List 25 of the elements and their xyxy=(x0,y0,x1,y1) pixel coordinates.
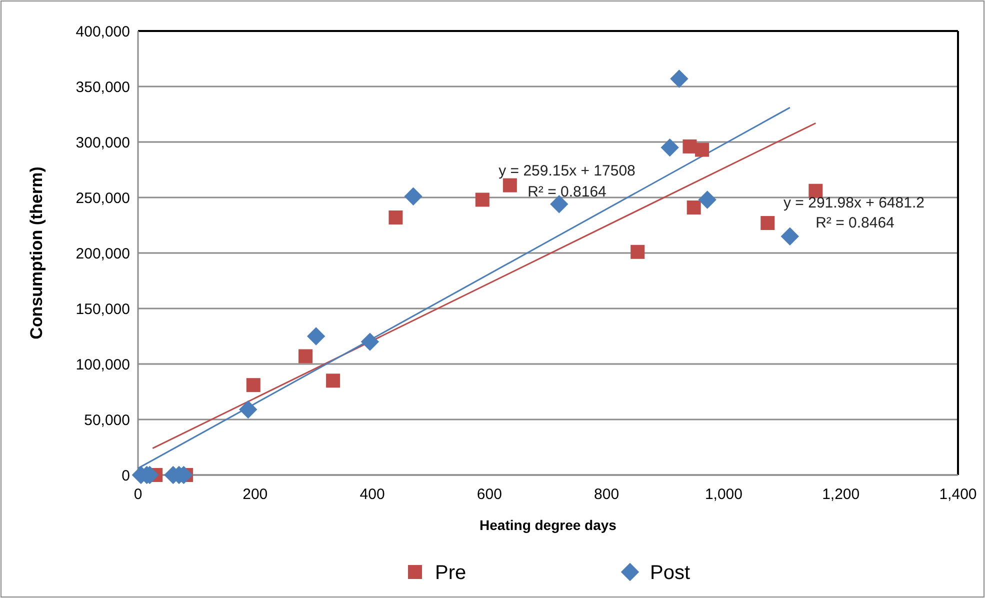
annotation: y = 259.15x + 17508 xyxy=(498,162,636,180)
y-tick-label: 350,000 xyxy=(76,78,130,96)
y-tick-label: 150,000 xyxy=(76,300,130,318)
y-tick-label: 400,000 xyxy=(76,23,130,40)
x-tick-label: 0 xyxy=(134,486,142,503)
y-tick-label: 50,000 xyxy=(84,412,130,429)
x-tick-label: 200 xyxy=(242,486,268,503)
y-tick-label: 250,000 xyxy=(76,190,130,207)
x-tick-label: 1,200 xyxy=(822,486,860,503)
y-tick-label: 200,000 xyxy=(76,245,130,262)
y-tick-label: 100,000 xyxy=(76,356,130,374)
annotation: y = 291.98x + 6481.2 xyxy=(784,194,924,212)
x-tick-label: 1,000 xyxy=(704,486,742,503)
x-tick-label: 1,400 xyxy=(939,486,977,503)
annotation: R² = 0.8164 xyxy=(528,183,606,200)
x-tick-label: 800 xyxy=(594,486,620,503)
annotation: R² = 0.8464 xyxy=(816,214,894,232)
y-tick-label: 300,000 xyxy=(76,134,130,152)
y-tick-label: 0 xyxy=(122,467,130,484)
legend-label: Post xyxy=(650,562,690,584)
x-tick-label: 600 xyxy=(476,486,502,503)
x-axis-title: Heating degree days xyxy=(480,517,617,533)
x-tick-label: 400 xyxy=(360,486,385,503)
y-axis-title: Consumption (therm) xyxy=(27,166,46,340)
legend-label: Pre xyxy=(435,562,466,584)
